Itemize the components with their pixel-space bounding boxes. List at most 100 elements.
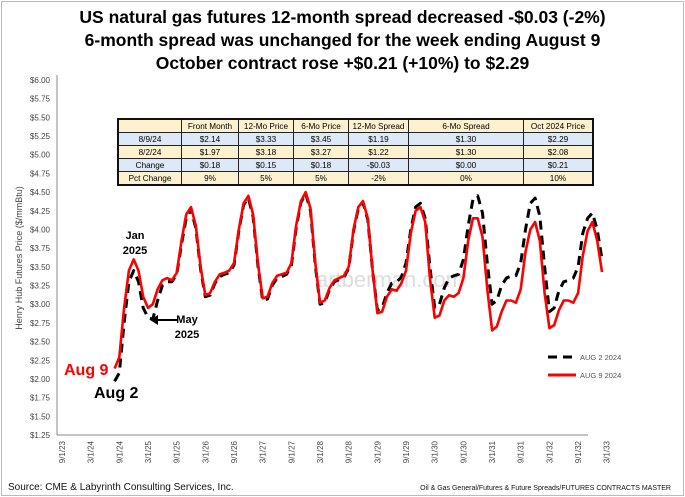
annotation-aug-9: Aug 9: [64, 362, 109, 379]
table-cell: $3.27: [293, 145, 349, 159]
table-header: 6-Mo Price: [293, 118, 349, 133]
annotation-text: May: [176, 314, 198, 326]
x-tick-label: 3/1/28: [316, 440, 325, 463]
table-row: 8/2/24 $1.97 $3.18 $3.27 $1.22 $1.30 $2.08: [117, 145, 594, 159]
annotation-may-2025: May 2025: [170, 313, 204, 343]
x-tick-label: 3/1/29: [373, 440, 382, 463]
file-path-note: Oil & Gas General/Futures & Future Sprea…: [420, 485, 671, 492]
table-row: Pct Change 9% 5% 5% -2% 0% 10%: [117, 171, 594, 186]
table-cell: 5%: [293, 171, 349, 186]
x-tick-label: 9/1/28: [345, 440, 354, 463]
table-cell: $0.00: [408, 158, 524, 172]
table-header: 12-Mo Spread: [348, 118, 409, 133]
table-header: Oct 2024 Price: [523, 118, 594, 133]
y-tick-label: $2.00: [30, 375, 51, 384]
table-cell: $3.18: [238, 145, 294, 159]
table-cell: $2.14: [181, 132, 239, 146]
x-tick-label: 9/1/29: [402, 440, 411, 463]
table-cell: 9%: [181, 171, 239, 186]
x-tick-label: 3/1/30: [431, 440, 440, 463]
y-tick-label: $4.00: [30, 225, 51, 234]
table-cell: 8/9/24: [117, 132, 182, 146]
table-cell: $1.19: [348, 132, 409, 146]
y-tick-label: $5.50: [30, 113, 51, 122]
table-cell: 0%: [408, 171, 524, 186]
table-cell: $3.45: [293, 132, 349, 146]
annotation-jan-2025: Jan 2025: [118, 229, 152, 259]
table-cell: $1.22: [348, 145, 409, 159]
x-tick-label: 3/1/25: [144, 440, 153, 463]
table-cell: -$0.03: [348, 158, 409, 172]
x-tick-label: 9/1/27: [287, 440, 296, 463]
y-tick-label: $1.25: [30, 431, 51, 440]
table-cell: Change: [117, 158, 182, 172]
summary-table: Front Month 12-Mo Price 6-Mo Price 12-Mo…: [117, 118, 594, 186]
table-header-row: Front Month 12-Mo Price 6-Mo Price 12-Mo…: [117, 118, 594, 133]
y-tick-label: $2.50: [30, 338, 51, 347]
table-cell: 8/2/24: [117, 145, 182, 159]
table-cell: $0.15: [238, 158, 294, 172]
series-line-aug-9-2024: [113, 190, 604, 370]
x-tick-label: 3/1/24: [87, 440, 96, 463]
table-cell: $0.18: [181, 158, 239, 172]
x-tick-label: 9/1/32: [574, 440, 583, 463]
y-tick-label: $3.75: [30, 244, 51, 253]
table-cell: $2.08: [523, 145, 594, 159]
table-cell: $1.97: [181, 145, 239, 159]
table-cell: Pct Change: [117, 171, 182, 186]
table-cell: $0.18: [293, 158, 349, 172]
x-tick-label: 9/1/31: [517, 440, 526, 463]
chart-title-line-1: US natural gas futures 12-month spread d…: [79, 7, 606, 27]
x-tick-label: 3/1/27: [259, 440, 268, 463]
table-cell: $1.30: [408, 145, 524, 159]
annotation-text: Jan: [125, 230, 145, 242]
table-row: Change $0.18 $0.15 $0.18 -$0.03 $0.00 $0.21: [117, 158, 594, 172]
table-cell: $0.21: [523, 158, 594, 172]
table-cell: -2%: [348, 171, 409, 186]
table-header: Front Month: [181, 118, 239, 133]
table-header: 6-Mo Spread: [408, 118, 524, 133]
y-tick-label: $1.75: [30, 394, 51, 403]
x-tick-label: 9/1/30: [459, 440, 468, 463]
x-tick-label: 3/1/31: [488, 440, 497, 463]
chart-title-line-3: October contract rose +$0.21 (+10%) to $…: [155, 53, 530, 73]
y-tick-label: $4.75: [30, 169, 51, 178]
table-cell: 5%: [238, 171, 294, 186]
y-axis-title: Henry Hub Futures Price ($/mmBtu): [14, 186, 24, 330]
y-tick-label: $4.50: [30, 188, 51, 197]
x-tick-label: 3/1/32: [545, 440, 554, 463]
table-header: [117, 118, 182, 133]
x-tick-label: 9/1/23: [58, 440, 67, 463]
y-tick-label: $5.25: [30, 132, 51, 141]
x-tick-label: 9/1/24: [115, 440, 124, 463]
y-tick-label: $3.25: [30, 282, 51, 291]
y-tick-label: $1.50: [30, 412, 51, 421]
table-cell: $2.29: [523, 132, 594, 146]
table-row: 8/9/24 $2.14 $3.33 $3.45 $1.19 $1.30 $2.29: [117, 132, 594, 146]
y-tick-label: $3.50: [30, 263, 51, 272]
source-note: Source: CME & Labyrinth Consulting Servi…: [8, 482, 234, 493]
y-tick-label: $2.75: [30, 319, 51, 328]
legend-label: AUG 9 2024: [580, 371, 621, 380]
annotation-text: 2025: [174, 329, 200, 341]
y-tick-label: $5.75: [30, 95, 51, 104]
table-cell: 10%: [523, 171, 594, 186]
y-tick-label: $4.25: [30, 207, 51, 216]
y-tick-label: $5.00: [30, 151, 51, 160]
table-header: 12-Mo Price: [238, 118, 294, 133]
legend-label: AUG 2 2024: [580, 353, 621, 362]
arrowhead-icon: [150, 315, 158, 325]
annotation-text: 2025: [122, 245, 148, 257]
y-tick-label: $3.00: [30, 300, 51, 309]
x-tick-label: 9/1/25: [173, 440, 182, 463]
x-tick-label: 9/1/26: [230, 440, 239, 463]
table-cell: $3.33: [238, 132, 294, 146]
annotation-aug-2: Aug 2: [94, 385, 139, 402]
y-tick-label: $6.00: [30, 76, 51, 85]
x-tick-label: 3/1/33: [603, 440, 612, 463]
table-cell: $1.30: [408, 132, 524, 146]
x-tick-label: 3/1/26: [201, 440, 210, 463]
y-tick-label: $2.25: [30, 356, 51, 365]
